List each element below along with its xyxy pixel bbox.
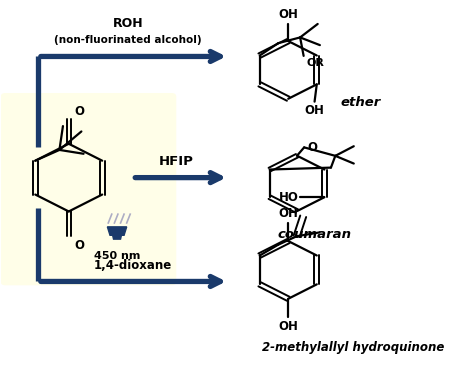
Text: ether: ether [341,96,381,109]
Text: ROH: ROH [113,17,143,30]
Text: 450 nm: 450 nm [94,251,140,261]
FancyBboxPatch shape [0,93,176,285]
Text: 2-methylallyl hydroquinone: 2-methylallyl hydroquinone [262,341,444,354]
Text: O: O [74,105,84,118]
Text: OH: OH [305,104,325,117]
Text: O: O [74,239,84,252]
Text: OH: OH [278,207,298,220]
Text: 1,4-dioxane: 1,4-dioxane [93,259,172,272]
Text: HFIP: HFIP [159,155,194,168]
Text: coumaran: coumaran [278,228,352,240]
Text: O: O [308,141,318,154]
Polygon shape [108,227,127,235]
Text: OH: OH [278,8,298,21]
Text: (non-fluorinated alcohol): (non-fluorinated alcohol) [54,35,202,45]
Polygon shape [113,235,121,239]
Text: OH: OH [278,320,298,333]
Text: OR: OR [307,58,325,68]
Text: HO: HO [279,191,299,204]
